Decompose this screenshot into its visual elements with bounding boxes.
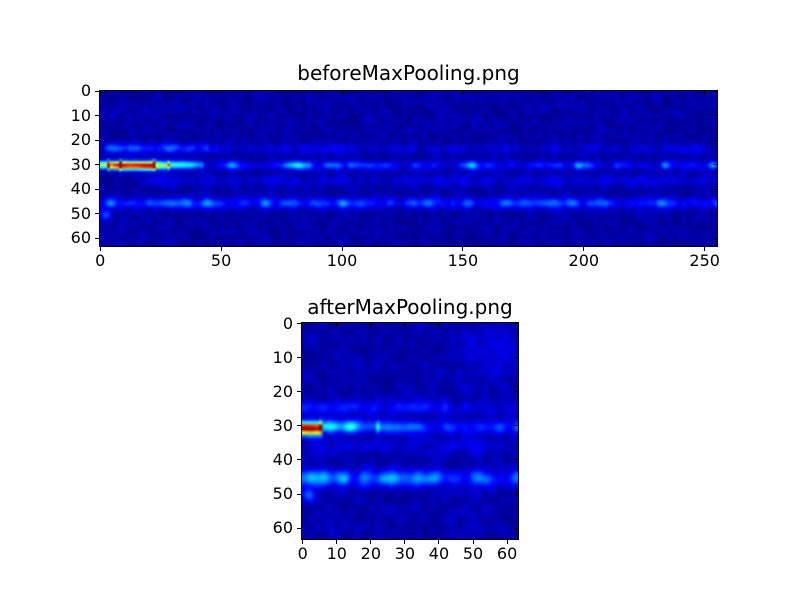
y-tick-label: 10 [272, 347, 293, 367]
x-tick-label: 10 [326, 544, 347, 563]
x-tick-mark [704, 247, 706, 251]
x-tick-mark [506, 540, 508, 544]
x-tick-mark [404, 540, 406, 544]
y-tick-label: 30 [272, 415, 293, 435]
y-tick-label: 0 [282, 313, 293, 333]
x-tick-mark [472, 540, 474, 544]
before-heatmap-image [100, 91, 717, 246]
y-tick-label: 10 [70, 105, 91, 125]
x-tick-mark [341, 247, 343, 251]
x-tick-label: 100 [326, 251, 358, 270]
x-tick-label: 50 [462, 544, 484, 563]
x-tick-mark [583, 247, 585, 251]
y-tick-label: 0 [80, 81, 91, 101]
after-heatmap-axes [301, 322, 519, 540]
x-tick-label: 0 [297, 544, 308, 563]
x-tick-label: 20 [360, 544, 381, 563]
x-tick-label: 150 [447, 251, 479, 270]
x-tick-label: 200 [568, 251, 600, 270]
after-plot-title: afterMaxPooling.png [307, 295, 513, 319]
y-tick-label: 60 [272, 518, 293, 538]
y-tick-label: 60 [70, 228, 91, 248]
x-tick-label: 40 [428, 544, 450, 563]
before-heatmap-axes [99, 90, 718, 247]
y-tick-label: 40 [272, 449, 293, 469]
x-tick-mark [462, 247, 464, 251]
before-plot-title: beforeMaxPooling.png [297, 61, 520, 85]
x-tick-mark [302, 540, 304, 544]
x-tick-mark [370, 540, 372, 544]
after-heatmap-image [302, 323, 518, 539]
x-tick-mark [99, 247, 101, 251]
x-tick-mark [438, 540, 440, 544]
x-tick-label: 250 [689, 251, 720, 270]
x-tick-mark [220, 247, 222, 251]
y-tick-label: 50 [70, 203, 91, 223]
y-tick-label: 20 [272, 381, 293, 401]
y-tick-label: 20 [70, 130, 91, 150]
y-tick-label: 30 [70, 154, 91, 174]
x-tick-label: 0 [95, 251, 106, 270]
x-tick-mark [336, 540, 338, 544]
x-tick-label: 60 [496, 544, 518, 563]
y-tick-label: 50 [272, 484, 293, 504]
y-tick-label: 40 [70, 179, 91, 199]
x-tick-label: 30 [394, 544, 416, 563]
x-tick-label: 50 [210, 251, 232, 270]
